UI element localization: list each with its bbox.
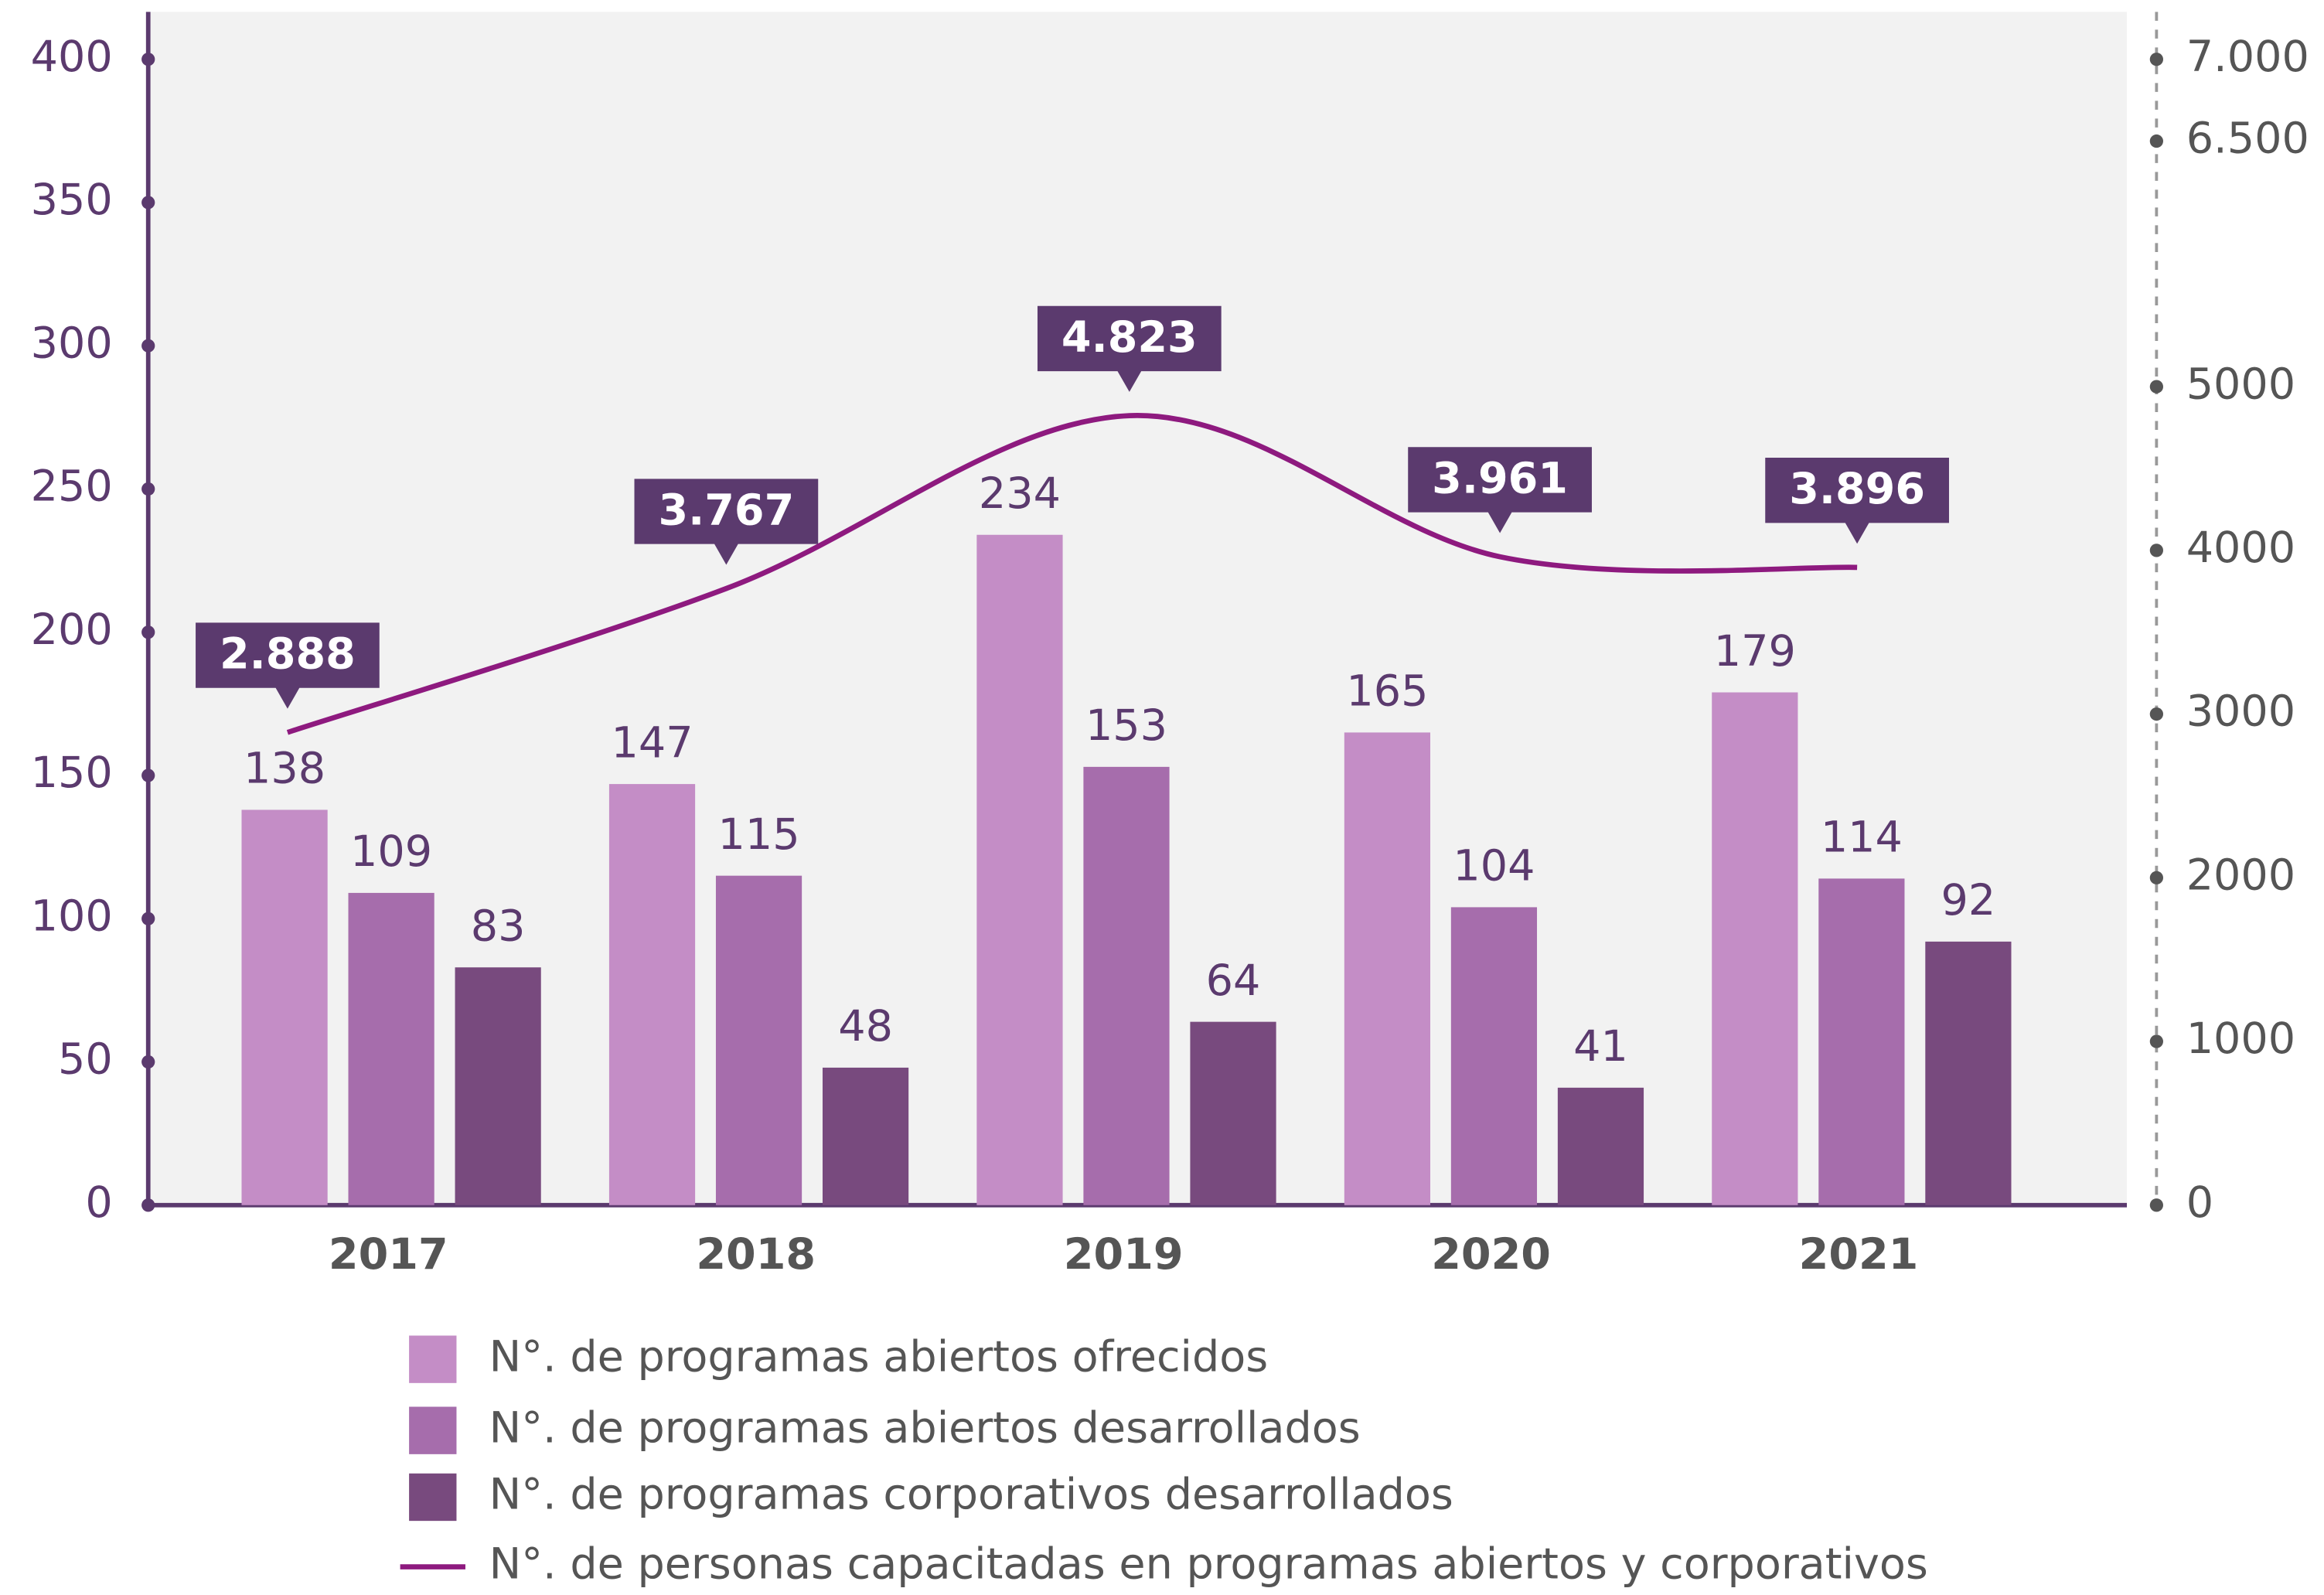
- y2-tick-label: 1000: [2186, 1014, 2295, 1064]
- label-box: [196, 622, 380, 709]
- y2-tick-label: 7.000: [2186, 32, 2309, 82]
- y-tick-label: 100: [31, 891, 113, 941]
- y-tick: [141, 196, 155, 210]
- bar: [822, 1067, 909, 1205]
- data-label: 104: [1453, 841, 1535, 891]
- label-box: [634, 479, 819, 565]
- data-label: 114: [1821, 813, 1903, 863]
- data-label: 165: [1346, 666, 1428, 717]
- y-tick: [141, 339, 155, 353]
- y-tick-label: 0: [85, 1178, 112, 1228]
- line: [286, 413, 1858, 735]
- y2-tick: [2149, 707, 2163, 721]
- y2-tick-label: 2000: [2186, 850, 2295, 900]
- data-label: 41: [1573, 1021, 1628, 1072]
- bar: [976, 534, 1063, 1205]
- y2-tick: [2149, 134, 2163, 148]
- y-tick: [141, 482, 155, 496]
- y2-tick-label: 6.500: [2186, 114, 2309, 164]
- data-label: 147: [611, 717, 693, 768]
- x-tick-label: 2021: [1799, 1229, 1919, 1280]
- legend-swatch: [409, 1406, 457, 1454]
- y-tick-label: 300: [31, 318, 113, 368]
- y2-tick: [2149, 544, 2163, 557]
- label-box: [1037, 305, 1222, 392]
- data-label: 115: [718, 809, 800, 860]
- y-tick-label: 50: [58, 1034, 113, 1085]
- bar: [1344, 732, 1430, 1205]
- data-label: 2.888: [220, 629, 356, 680]
- data-label: 83: [471, 901, 526, 951]
- y-tick-label: 250: [31, 462, 113, 512]
- y-tick-label: 350: [31, 175, 113, 225]
- x-tick-label: 2018: [696, 1229, 816, 1280]
- legend-swatch: [409, 1335, 457, 1383]
- data-label: 138: [244, 744, 325, 794]
- bar: [241, 809, 328, 1205]
- y-tick-label: 400: [31, 32, 113, 82]
- y-tick-label: 150: [31, 748, 113, 798]
- y-tick: [141, 53, 155, 66]
- legend-label: N°. de personas capacitadas en programas…: [489, 1539, 1928, 1590]
- bar: [348, 892, 434, 1205]
- y2-tick-label: 4000: [2186, 523, 2295, 573]
- y-tick-label: 200: [31, 605, 113, 655]
- y2-tick: [2149, 1198, 2163, 1212]
- x-tick-label: 2019: [1064, 1229, 1184, 1280]
- data-label: 3.896: [1789, 464, 1925, 514]
- data-label: 3.961: [1432, 453, 1568, 503]
- legend-label: N°. de programas abiertos desarrollados: [489, 1402, 1361, 1453]
- y2-tick-label: 0: [2186, 1178, 2213, 1228]
- y2-tick: [2149, 53, 2163, 66]
- y2-tick: [2149, 380, 2163, 394]
- legend-swatch: [409, 1473, 457, 1522]
- data-label: 92: [1941, 875, 1996, 925]
- bar: [608, 784, 696, 1205]
- legend-label: N°. de programas corporativos desarrolla…: [489, 1470, 1453, 1520]
- data-label: 234: [979, 469, 1061, 519]
- data-label: 3.767: [658, 486, 794, 536]
- bar: [1557, 1087, 1644, 1205]
- data-label: 48: [838, 1001, 893, 1051]
- bar: [1818, 878, 1905, 1205]
- data-label: 179: [1714, 626, 1796, 677]
- y-tick: [141, 769, 155, 782]
- bar: [1712, 692, 1798, 1205]
- x-tick-label: 2017: [329, 1229, 448, 1280]
- y2-tick-label: 5000: [2186, 359, 2295, 409]
- data-label: 4.823: [1061, 312, 1198, 363]
- bar: [1450, 907, 1538, 1205]
- legend-label: N°. de programas abiertos ofrecidos: [489, 1331, 1269, 1382]
- data-label: 153: [1085, 700, 1167, 751]
- label-box: [1765, 458, 1949, 544]
- bar: [455, 967, 541, 1205]
- y2-tick: [2149, 871, 2163, 884]
- data-label: 64: [1206, 956, 1261, 1006]
- bar: [1083, 766, 1170, 1205]
- bar: [715, 875, 802, 1205]
- y2-tick-label: 3000: [2186, 687, 2295, 737]
- y2-tick: [2149, 1034, 2163, 1048]
- bar: [1925, 941, 2012, 1205]
- data-label: 109: [350, 826, 432, 877]
- x-tick-label: 2020: [1431, 1229, 1551, 1280]
- y-tick: [141, 912, 155, 925]
- y-tick: [141, 625, 155, 639]
- label-box: [1408, 447, 1592, 533]
- y-tick: [141, 1055, 155, 1069]
- bar: [1190, 1021, 1276, 1205]
